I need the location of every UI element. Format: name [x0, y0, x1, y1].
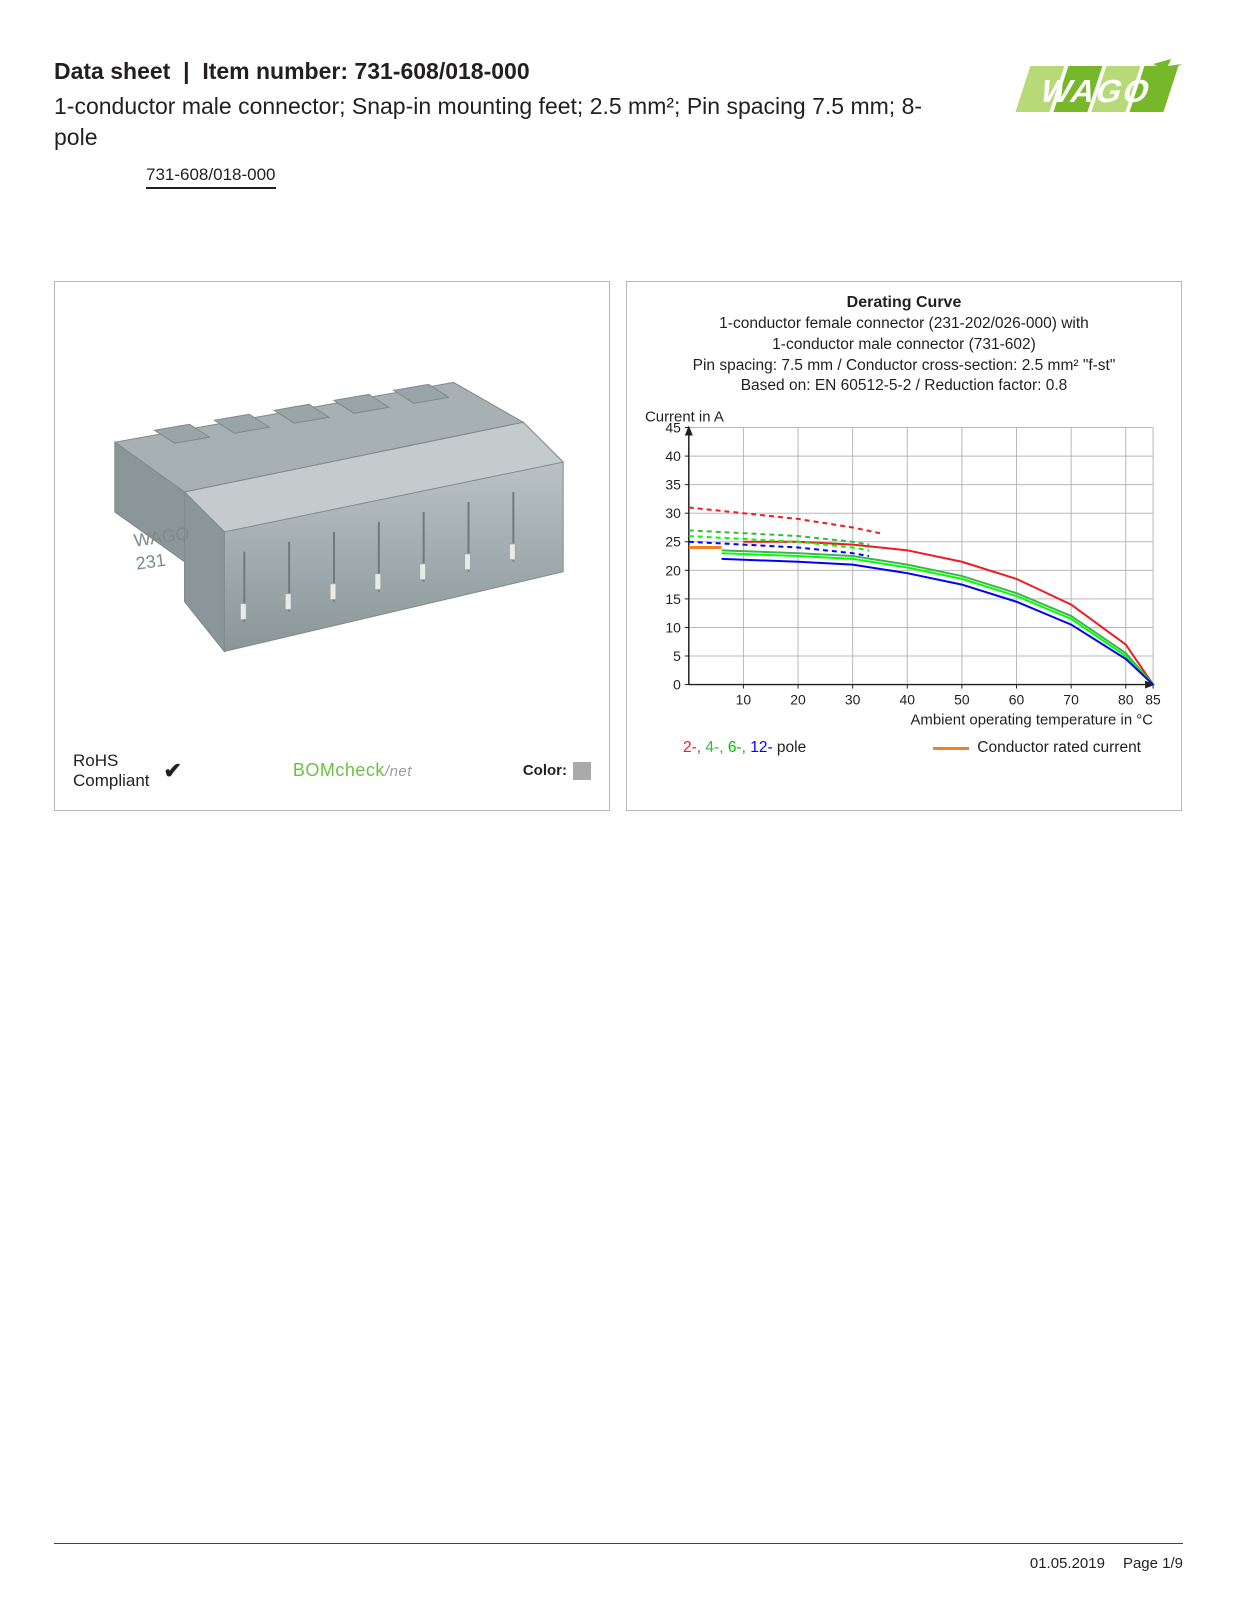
chart-line4: Based on: EN 60512-5-2 / Reduction facto… [657, 376, 1151, 397]
title-prefix: Data sheet [54, 58, 170, 84]
svg-text:10: 10 [736, 692, 752, 708]
pole-legend-item: 6-, [728, 739, 750, 756]
product-panel: WAGO 231 RoHS Compliant ✔ BOMcheck/net C… [54, 281, 610, 811]
svg-text:30: 30 [665, 506, 681, 522]
svg-text:Current in A: Current in A [645, 409, 724, 426]
bomcheck-main: BOMcheck [293, 760, 385, 780]
rohs-block: RoHS Compliant ✔ [73, 751, 182, 790]
bomcheck-logo: BOMcheck/net [293, 760, 412, 781]
svg-text:20: 20 [790, 692, 806, 708]
rohs-text: RoHS Compliant [73, 751, 150, 790]
product-image: WAGO 231 [55, 282, 609, 712]
chart-panel: Derating Curve 1-conductor female connec… [626, 281, 1182, 811]
svg-text:45: 45 [665, 420, 681, 436]
pole-legend-item: 4-, [705, 739, 727, 756]
footer-date: 01.05.2019 [1030, 1555, 1105, 1572]
item-tag: 731-608/018-000 [146, 165, 276, 189]
footer-page: Page 1/9 [1123, 1555, 1183, 1572]
subtitle: 1-conductor male connector; Snap-in moun… [54, 91, 963, 153]
derating-chart: Current in A 0 5 10 15 20 25 30 35 40 45 10 20 30 40 50… [637, 403, 1171, 733]
svg-text:30: 30 [845, 692, 861, 708]
svg-text:Ambient operating temperature: Ambient operating temperature in °C [910, 712, 1153, 729]
svg-text:85: 85 [1145, 692, 1161, 708]
svg-text:50: 50 [954, 692, 970, 708]
color-swatch [573, 762, 591, 780]
title-sep: | [183, 58, 189, 84]
chart-line3: Pin spacing: 7.5 mm / Conductor cross-se… [657, 356, 1151, 377]
title-item-label: Item number: [202, 58, 348, 84]
chart-line1: 1-conductor female connector (231-202/02… [657, 314, 1151, 335]
color-label: Color: [523, 762, 567, 779]
title-item-number: 731-608/018-000 [354, 58, 529, 84]
bomcheck-suffix: /net [385, 763, 412, 780]
page-title: Data sheet | Item number: 731-608/018-00… [54, 58, 963, 85]
svg-text:35: 35 [665, 477, 681, 493]
svg-text:WAGO: WAGO [1036, 73, 1157, 109]
pole-legend-item: 2-, [683, 739, 705, 756]
svg-text:20: 20 [665, 563, 681, 579]
pole-legend: 2-, 4-, 6-, 12- pole [683, 739, 806, 757]
svg-text:231: 231 [134, 550, 166, 574]
brand-logo: WAGO [1003, 58, 1183, 120]
chart-legend: 2-, 4-, 6-, 12- pole Conductor rated cur… [637, 733, 1171, 757]
rohs-line2: Compliant [73, 771, 150, 791]
chart-header: Derating Curve 1-conductor female connec… [637, 292, 1171, 403]
footer-rule [54, 1543, 1183, 1544]
color-block: Color: [523, 762, 591, 780]
svg-text:70: 70 [1063, 692, 1079, 708]
svg-text:15: 15 [665, 591, 681, 607]
rohs-line1: RoHS [73, 751, 150, 771]
content-panels: WAGO 231 RoHS Compliant ✔ BOMcheck/net C… [54, 281, 1183, 811]
svg-text:80: 80 [1118, 692, 1134, 708]
svg-text:60: 60 [1009, 692, 1025, 708]
header: Data sheet | Item number: 731-608/018-00… [54, 58, 1183, 153]
product-footer: RoHS Compliant ✔ BOMcheck/net Color: [73, 751, 591, 790]
svg-text:0: 0 [673, 677, 681, 693]
check-icon: ✔ [164, 758, 182, 784]
chart-title: Derating Curve [657, 292, 1151, 314]
svg-text:10: 10 [665, 620, 681, 636]
chart-area: Current in A 0 5 10 15 20 25 30 35 40 45 10 20 30 40 50… [637, 403, 1171, 733]
rated-label: Conductor rated current [977, 739, 1141, 757]
svg-text:25: 25 [665, 534, 681, 550]
chart-line2: 1-conductor male connector (731-602) [657, 335, 1151, 356]
svg-text:40: 40 [900, 692, 916, 708]
header-text: Data sheet | Item number: 731-608/018-00… [54, 58, 1003, 153]
svg-text:40: 40 [665, 448, 681, 464]
rated-line-icon [933, 747, 969, 750]
pole-legend-item: 12- [750, 739, 772, 756]
page-footer: 01.05.2019 Page 1/9 [1030, 1555, 1183, 1572]
svg-text:5: 5 [673, 648, 681, 664]
rated-legend: Conductor rated current [933, 739, 1141, 757]
pole-legend-suffix: pole [773, 739, 807, 756]
